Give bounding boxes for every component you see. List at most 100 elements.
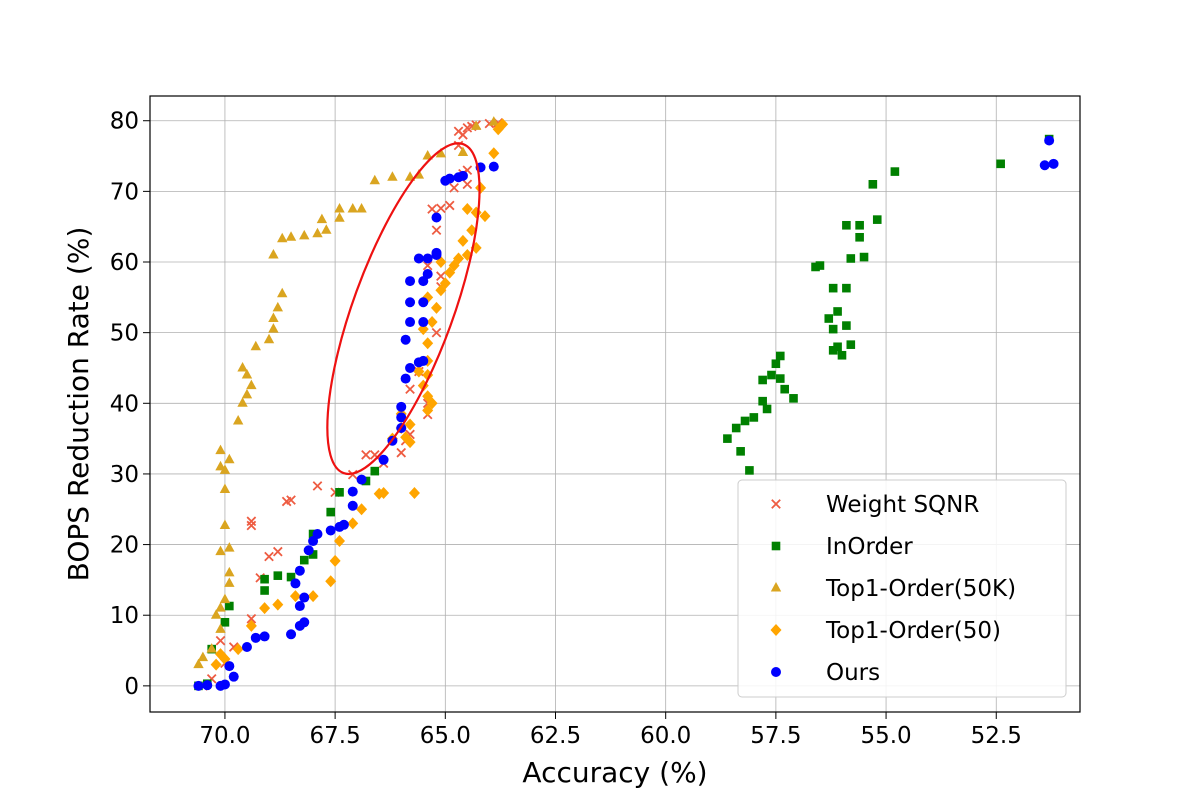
ours-point (418, 317, 429, 328)
top1-order-50k-point (206, 643, 217, 653)
inorder-point (842, 283, 851, 293)
top1-order-50k-point (250, 340, 261, 351)
top1-order-50-point (770, 624, 782, 636)
inorder-point (842, 321, 851, 330)
ours-point (299, 617, 310, 628)
inorder-point (780, 384, 789, 394)
ours-point (396, 412, 407, 423)
inorder-point (771, 541, 781, 551)
top1-order-50k-point (241, 369, 253, 379)
ours-point (418, 297, 429, 308)
inorder-point (762, 404, 772, 414)
inorder-point (846, 340, 856, 349)
x-tick-label: 65.0 (420, 723, 471, 749)
ours-point (400, 334, 411, 345)
y-tick-label: 10 (110, 603, 139, 629)
y-tick-label: 80 (110, 109, 139, 135)
top1-order-50-point (329, 554, 341, 567)
top1-order-50k-point (232, 414, 244, 425)
inorder-point (308, 550, 318, 559)
x-axis-label: Accuracy (%) (522, 756, 707, 789)
inorder-point (996, 159, 1005, 169)
top1-order-50-point (422, 390, 434, 403)
top1-order-50-point (334, 535, 346, 548)
top1-order-50k-point (312, 227, 323, 238)
top1-order-50-point (430, 301, 442, 314)
inorder-point (326, 507, 336, 517)
top1-order-50-point (259, 602, 271, 615)
inorder-point (370, 466, 380, 476)
inorder-point (828, 324, 838, 334)
ours-point (259, 631, 270, 642)
weight-sqnr-point (422, 260, 433, 271)
top1-order-50k-point (347, 203, 358, 213)
inorder-point (833, 342, 842, 352)
legend-item: Top1-Order(50) (770, 618, 1001, 644)
y-tick-label: 70 (110, 179, 139, 205)
legend-label: Ours (826, 660, 880, 686)
ours-point (286, 629, 297, 640)
inorder-point (767, 370, 776, 380)
top1-order-50k-point (321, 224, 332, 234)
weight-sqnr-point (405, 384, 415, 395)
top1-order-50-point (470, 206, 482, 219)
inorder-point (837, 350, 847, 360)
data-points (193, 116, 1059, 691)
top1-order-50-point (325, 575, 337, 588)
inorder-point (789, 394, 798, 403)
legend-item: InOrder (771, 534, 913, 560)
top1-order-50k-point (215, 623, 226, 633)
ours-point (338, 519, 349, 530)
top1-order-50k-point (215, 545, 226, 556)
top1-order-50k-point (435, 147, 447, 158)
legend-label: Top1-Order(50) (825, 618, 1001, 644)
top1-order-50-point (400, 431, 412, 444)
top1-order-50k-point (299, 229, 310, 240)
inorder-point (758, 396, 767, 406)
top1-order-50k-point (268, 312, 279, 323)
ours-point (405, 362, 416, 373)
ours-point (294, 601, 305, 612)
y-tick-label: 60 (110, 250, 139, 276)
top1-order-50-point (461, 203, 473, 216)
top1-order-50-point (210, 658, 222, 671)
inorder-point (736, 447, 745, 456)
inorder-point (260, 574, 269, 584)
top1-order-50k-point (219, 593, 231, 604)
inorder-point (859, 252, 869, 262)
inorder-point (775, 374, 785, 383)
inorder-point (842, 220, 851, 230)
ours-point (422, 269, 433, 280)
inorder-point (758, 375, 767, 385)
inorder-point (855, 232, 864, 242)
weight-sqnr-point (286, 495, 296, 505)
top1-order-50k-point (224, 577, 235, 587)
weight-sqnr-point (436, 203, 446, 214)
ours-point (457, 170, 468, 181)
top1-order-50-point (307, 590, 319, 603)
top1-order-50-point (408, 487, 420, 500)
top1-order-50-point (289, 590, 301, 603)
ours-point (431, 247, 442, 258)
inorder-point (749, 413, 759, 422)
top1-order-50k-point (488, 116, 499, 126)
ours-point (202, 680, 213, 691)
top1-order-50-point (497, 118, 509, 131)
top1-order-50k-point (197, 651, 209, 662)
legend: Weight SQNR InOrder Top1-Order(50K) Top1-Or… (737, 479, 1067, 698)
inorder-point (833, 307, 842, 316)
weight-sqnr-point (436, 271, 446, 281)
weight-sqnr-point (246, 613, 257, 624)
ours-point (488, 161, 499, 172)
top1-order-50-point (426, 316, 438, 329)
top1-order-50k-point (224, 566, 235, 577)
legend-label: InOrder (826, 534, 913, 560)
weight-sqnr-point (246, 520, 257, 531)
inorder-point (771, 359, 781, 369)
top1-order-50k-point (457, 146, 469, 157)
top1-order-50k-point (241, 388, 253, 399)
top1-order-50k-point (268, 248, 279, 259)
weight-sqnr-point (215, 635, 226, 646)
inorder-point (775, 351, 785, 361)
top1-order-50k-point (215, 602, 226, 612)
